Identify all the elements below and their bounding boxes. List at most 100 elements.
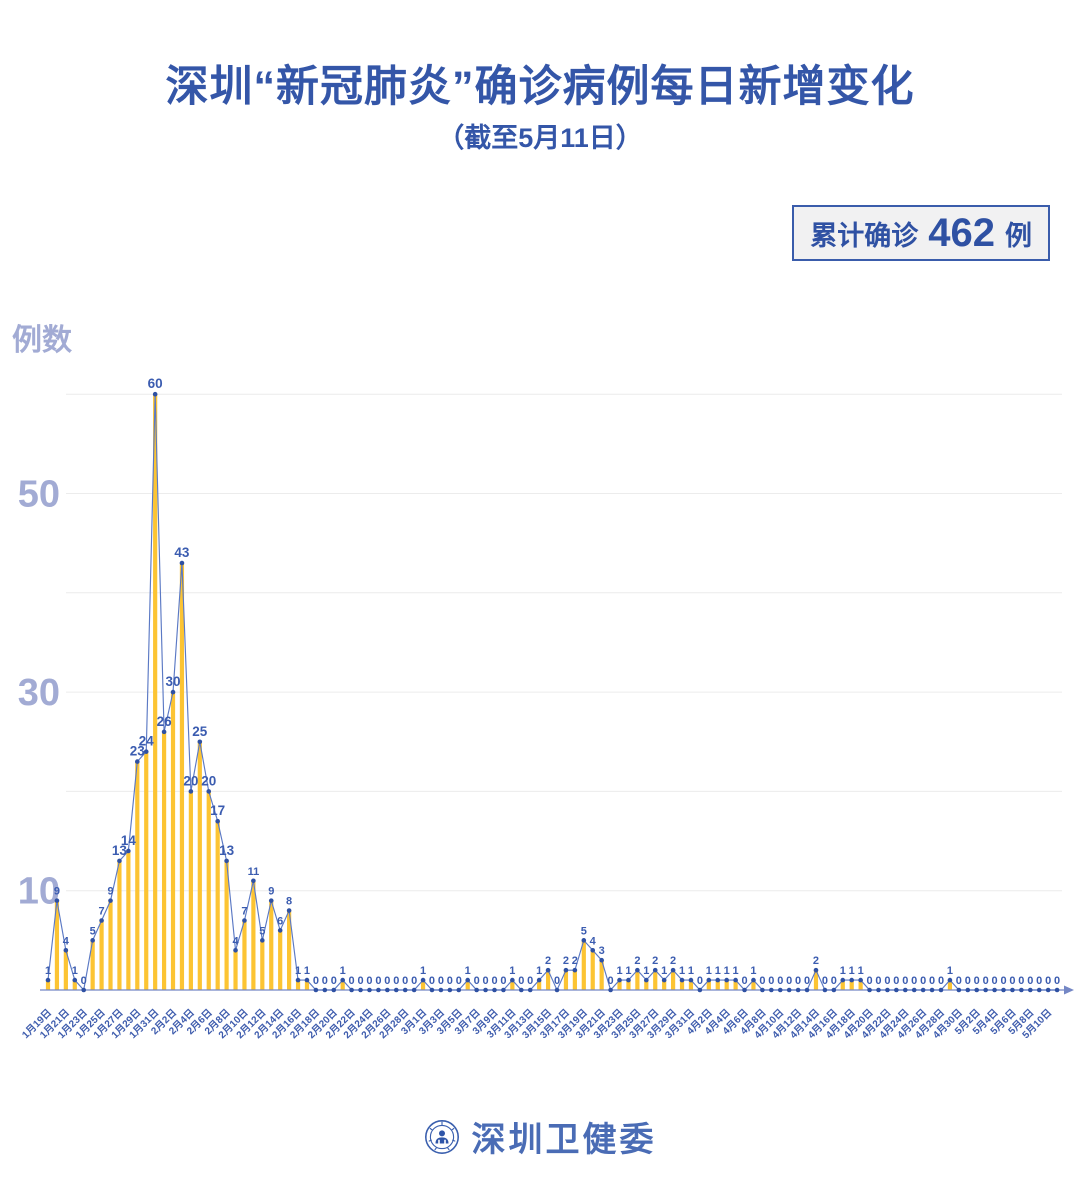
data-point xyxy=(804,987,810,993)
value-label: 1 xyxy=(858,965,864,977)
bar xyxy=(215,821,220,990)
data-point xyxy=(894,987,899,993)
value-label: 1 xyxy=(536,965,542,977)
data-point xyxy=(215,818,220,824)
data-point xyxy=(518,987,524,993)
value-label: 0 xyxy=(1018,975,1024,987)
value-label: 26 xyxy=(157,714,173,729)
data-point xyxy=(367,987,372,993)
data-point xyxy=(983,987,988,993)
value-label: 13 xyxy=(219,843,235,858)
value-label: 1 xyxy=(643,965,649,977)
data-point xyxy=(545,967,551,973)
data-point xyxy=(358,987,363,993)
value-label: 0 xyxy=(500,975,506,987)
bar xyxy=(144,751,149,990)
y-axis-title: 例数 xyxy=(12,324,72,357)
value-label: 0 xyxy=(1009,975,1015,987)
data-point xyxy=(679,977,685,983)
data-point xyxy=(572,967,578,973)
data-point xyxy=(331,987,337,993)
value-label: 1 xyxy=(840,965,846,977)
cumulative-total-badge: 累计确诊 462 例 xyxy=(792,205,1050,261)
value-label: 0 xyxy=(741,975,747,987)
data-point xyxy=(554,987,560,993)
value-label: 43 xyxy=(174,545,190,560)
page-title: 深圳“新冠肺炎”确诊病例每日新增变化 xyxy=(165,63,915,111)
data-point xyxy=(956,987,962,993)
value-label: 0 xyxy=(786,975,792,987)
value-label: 0 xyxy=(965,975,971,987)
data-point xyxy=(340,977,345,983)
value-label: 0 xyxy=(483,975,489,987)
value-label: 0 xyxy=(1027,975,1033,987)
data-point xyxy=(510,977,515,983)
data-point xyxy=(858,977,863,983)
bar xyxy=(99,920,104,990)
bar xyxy=(465,980,470,990)
data-point xyxy=(277,928,283,933)
bar xyxy=(242,920,247,990)
data-point xyxy=(938,987,944,993)
bar xyxy=(197,741,202,990)
data-point xyxy=(197,739,203,745)
bar xyxy=(671,970,676,990)
value-label: 0 xyxy=(875,975,881,987)
value-label: 1 xyxy=(715,965,721,977)
value-label: 0 xyxy=(992,975,998,987)
bar xyxy=(278,930,283,990)
value-label: 0 xyxy=(474,975,480,987)
data-point xyxy=(813,967,819,973)
value-label: 5 xyxy=(90,925,96,937)
value-label: 0 xyxy=(983,975,989,987)
bar xyxy=(340,980,345,990)
bar xyxy=(849,980,854,990)
value-label: 1 xyxy=(45,965,51,977)
data-point xyxy=(501,987,506,993)
data-point xyxy=(411,987,417,993)
bar xyxy=(304,980,310,990)
value-label: 0 xyxy=(366,975,372,987)
value-label: 7 xyxy=(99,905,105,917)
data-point xyxy=(590,947,596,953)
data-point xyxy=(992,987,997,993)
data-point xyxy=(902,987,908,993)
value-label: 1 xyxy=(947,965,953,977)
value-label: 1 xyxy=(304,965,310,977)
data-point xyxy=(1036,987,1042,993)
value-label: 9 xyxy=(54,886,60,898)
value-label: 0 xyxy=(402,975,408,987)
data-point xyxy=(72,977,78,983)
data-point xyxy=(206,789,212,794)
value-label: 2 xyxy=(670,955,676,967)
value-label: 0 xyxy=(759,975,765,987)
value-label: 0 xyxy=(1000,975,1006,987)
y-tick-label: 10 xyxy=(18,871,60,913)
y-tick-label: 30 xyxy=(18,672,60,714)
data-point xyxy=(313,987,319,993)
data-point xyxy=(152,391,158,397)
footer-org-name: 深圳卫健委 xyxy=(471,1121,657,1159)
data-point xyxy=(670,967,676,973)
data-point xyxy=(260,938,265,943)
value-label: 1 xyxy=(679,965,685,977)
data-point xyxy=(286,908,292,913)
value-label: 0 xyxy=(357,975,363,987)
value-label: 13 xyxy=(112,843,128,858)
value-label: 9 xyxy=(268,886,274,898)
value-label: 24 xyxy=(139,734,155,749)
data-point xyxy=(706,977,712,983)
value-label: 0 xyxy=(911,975,917,987)
bar xyxy=(420,980,426,990)
data-point xyxy=(626,977,631,983)
bar xyxy=(840,980,845,990)
data-point xyxy=(99,918,104,923)
data-point xyxy=(617,977,622,983)
value-label: 2 xyxy=(652,955,658,967)
data-point xyxy=(161,729,167,735)
data-point xyxy=(233,947,238,953)
data-point xyxy=(661,977,667,983)
data-point xyxy=(295,977,301,983)
value-label: 2 xyxy=(545,955,551,967)
